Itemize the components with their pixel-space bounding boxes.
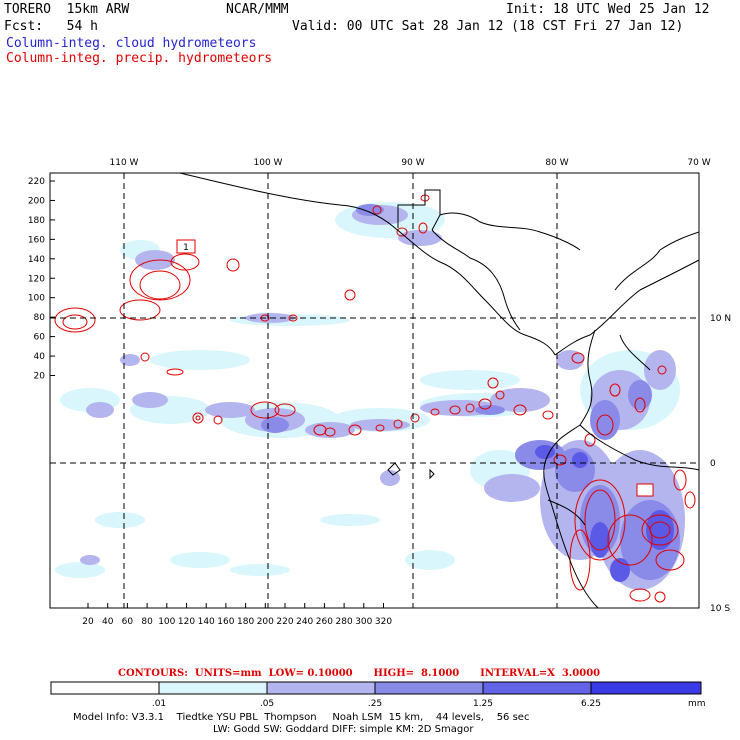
lon-label: 90 W bbox=[401, 158, 424, 168]
plot-frame bbox=[49, 172, 700, 609]
model-name: TORERO 15km ARW bbox=[4, 2, 130, 17]
model-info-line2: LW: Godd SW: Goddard DIFF: simple KM: 2D… bbox=[213, 724, 474, 735]
x-tick-label: 220 bbox=[276, 617, 293, 627]
colorbar-label: .25 bbox=[368, 699, 382, 709]
x-tick-label: 80 bbox=[141, 617, 153, 627]
x-tick-label: 300 bbox=[355, 617, 372, 627]
init-time: Init: 18 UTC Wed 25 Jan 12 bbox=[506, 2, 710, 17]
hydrometeor-field: 1 bbox=[50, 173, 699, 608]
lat-label: 10 N bbox=[710, 314, 731, 324]
lon-label: 80 W bbox=[545, 158, 568, 168]
coastlines bbox=[179, 173, 699, 608]
field-title-precip: Column-integ. precip. hydrometeors bbox=[6, 51, 273, 66]
y-tick-label: 60 bbox=[34, 333, 46, 343]
y-tick-label: 160 bbox=[28, 235, 45, 245]
contour-label: 1 bbox=[183, 243, 189, 253]
field-title-cloud: Column-integ. cloud hydrometeors bbox=[6, 36, 257, 51]
x-tick-label: 120 bbox=[178, 617, 195, 627]
latlon-grid bbox=[50, 173, 699, 608]
lon-label: 110 W bbox=[110, 158, 139, 168]
x-tick-label: 200 bbox=[257, 617, 274, 627]
y-tick-label: 80 bbox=[34, 313, 46, 323]
contour-label-box-2 bbox=[636, 483, 654, 497]
valid-time: Valid: 00 UTC Sat 28 Jan 12 (18 CST Fri … bbox=[292, 19, 684, 34]
organization: NCAR/MMM bbox=[226, 2, 289, 17]
colorbar-label: 1.25 bbox=[473, 699, 493, 709]
x-tick-label: 40 bbox=[102, 617, 114, 627]
x-tick-label: 60 bbox=[122, 617, 134, 627]
colorbar bbox=[50, 681, 702, 695]
contour-label-box bbox=[176, 239, 196, 254]
colorbar-label: .01 bbox=[152, 699, 166, 709]
forecast-hour: Fcst: 54 h bbox=[4, 19, 98, 34]
x-tick-label: 280 bbox=[336, 617, 353, 627]
x-tick-label: 260 bbox=[316, 617, 333, 627]
y-tick-label: 220 bbox=[28, 177, 45, 187]
y-tick-label: 120 bbox=[28, 274, 45, 284]
model-info-line1: Model Info: V3.3.1 Tiedtke YSU PBL Thomp… bbox=[73, 712, 530, 723]
x-tick-label: 140 bbox=[198, 617, 215, 627]
x-tick-label: 160 bbox=[217, 617, 234, 627]
lat-label: 10 S bbox=[710, 604, 730, 614]
y-tick-label: 200 bbox=[28, 196, 45, 206]
x-tick-label: 100 bbox=[158, 617, 175, 627]
lat-label: 0 bbox=[710, 459, 716, 469]
lon-label: 70 W bbox=[687, 158, 710, 168]
contour-info: CONTOURS: UNITS=mm LOW= 0.10000 HIGH= 8.… bbox=[118, 668, 601, 679]
colorbar-label: .05 bbox=[260, 699, 274, 709]
y-tick-label: 180 bbox=[28, 216, 45, 226]
x-tick-label: 320 bbox=[375, 617, 392, 627]
x-tick-label: 20 bbox=[82, 617, 94, 627]
x-tick-label: 180 bbox=[237, 617, 254, 627]
x-tick-label: 240 bbox=[296, 617, 313, 627]
colorbar-label: 6.25 bbox=[581, 699, 601, 709]
axis-ticks bbox=[50, 180, 384, 608]
y-tick-label: 100 bbox=[28, 294, 45, 304]
colorbar-unit: mm bbox=[688, 699, 706, 709]
y-tick-label: 20 bbox=[34, 372, 46, 382]
lon-label: 100 W bbox=[254, 158, 283, 168]
y-tick-label: 140 bbox=[28, 255, 45, 265]
y-tick-label: 40 bbox=[34, 352, 46, 362]
